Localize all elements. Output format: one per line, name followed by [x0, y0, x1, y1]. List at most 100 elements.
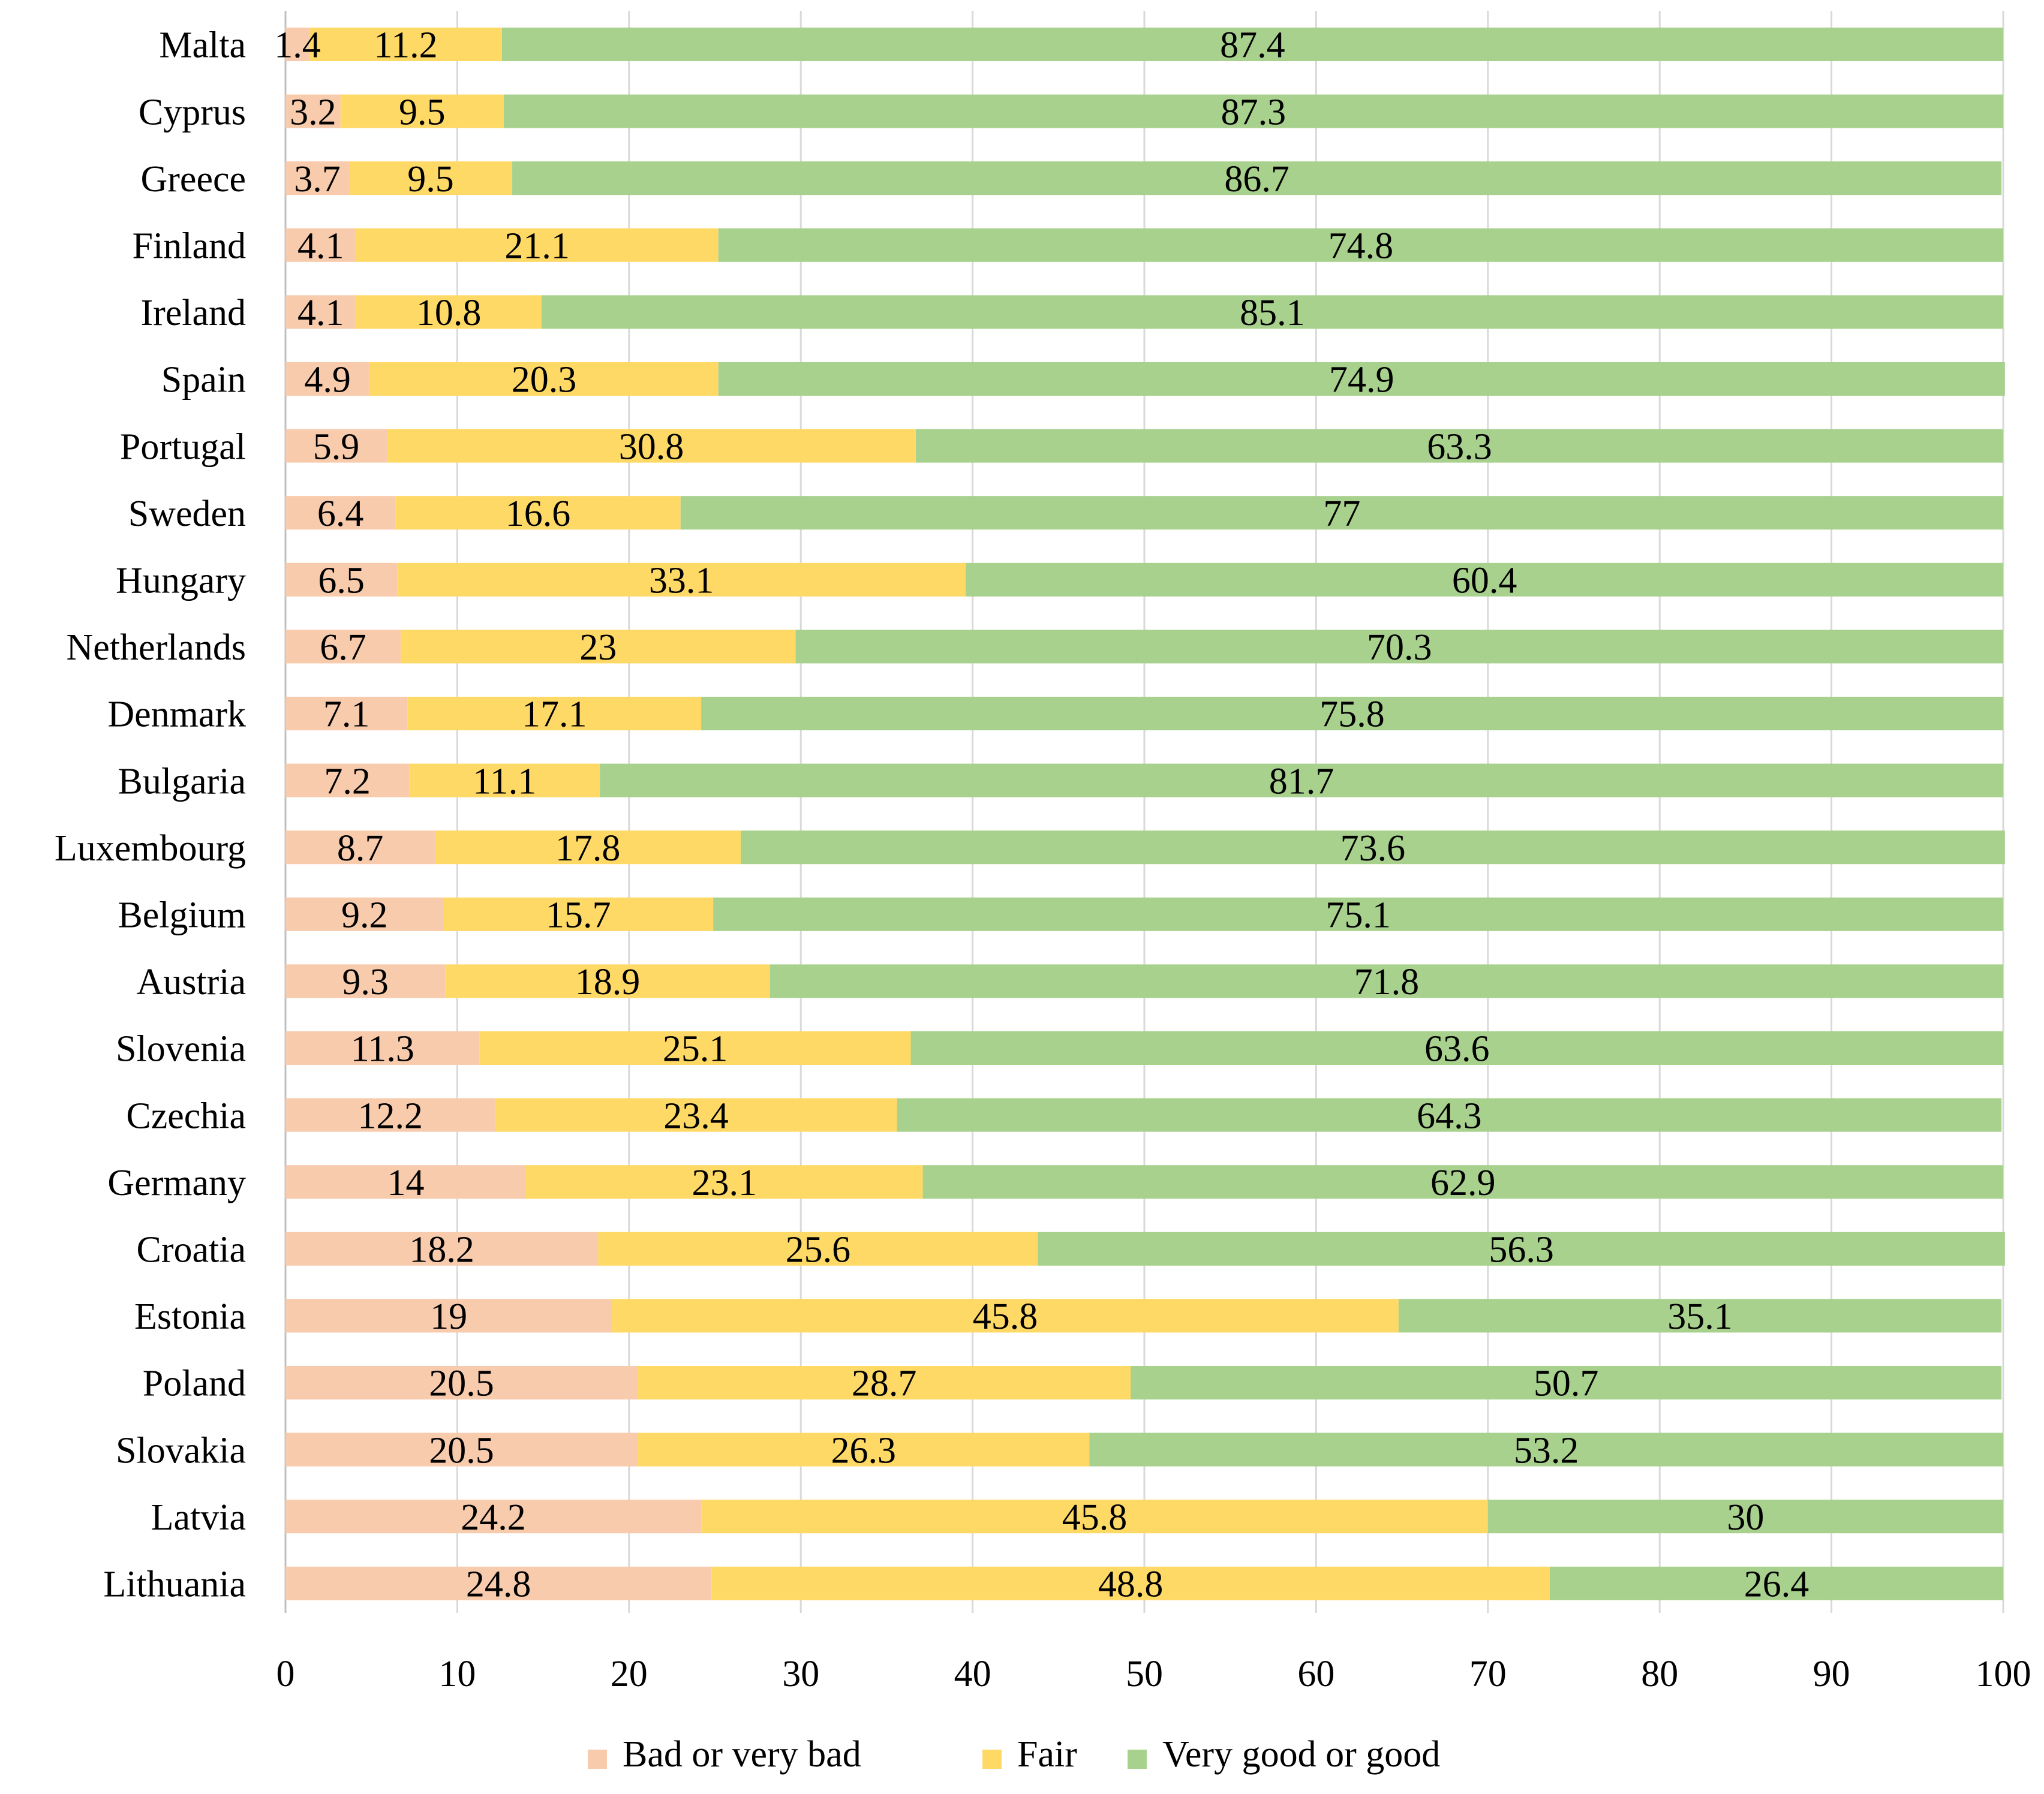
legend-swatch [588, 1750, 607, 1769]
bar-segment-good-malta [501, 28, 2003, 61]
data-label: 4.1 [297, 226, 344, 267]
bar-segment-bad-slovenia [285, 1031, 480, 1065]
bar-segment-fair-slovenia [479, 1031, 911, 1065]
category-label: Germany [107, 1163, 246, 1203]
data-label: 48.8 [1098, 1564, 1164, 1605]
data-label: 71.8 [1354, 962, 1420, 1003]
bar-segment-good-greece [512, 161, 2002, 195]
bar-segment-good-latvia [1487, 1500, 2003, 1534]
data-label: 9.5 [399, 92, 446, 133]
y-axis: Malta Cyprus Greece Finland Ireland Spain Port… [55, 25, 246, 1605]
data-label: 11.1 [473, 761, 536, 802]
category-label: Spain [161, 360, 246, 401]
bar-segment-fair-sweden [395, 496, 681, 530]
data-label: 18.2 [409, 1230, 474, 1271]
bar-segment-fair-malta [309, 28, 502, 61]
data-label: 20.3 [512, 360, 577, 401]
category-label: Slovakia [116, 1430, 246, 1471]
x-axis: 0 10 20 30 40 50 60 70 80 90 100 [276, 1654, 2031, 1694]
data-label: 6.4 [317, 493, 364, 534]
category-label: Luxembourg [55, 828, 246, 869]
data-label: 1.4 [274, 25, 321, 66]
bar-segment-fair-austria [445, 964, 770, 998]
data-label: 24.8 [466, 1564, 531, 1605]
bar-segment-good-ireland [541, 295, 2003, 329]
bar-segment-bad-poland [285, 1366, 638, 1399]
category-label: Denmark [107, 694, 246, 735]
data-label: 19 [430, 1296, 467, 1337]
x-tick-label: 70 [1469, 1654, 1507, 1694]
data-label: 81.7 [1269, 761, 1334, 802]
category-label: Ireland [140, 293, 246, 333]
data-label: 21.1 [504, 226, 570, 267]
data-label: 6.5 [318, 561, 365, 601]
bar-segment-fair-denmark [407, 697, 702, 730]
bar-segment-good-cyprus [503, 94, 2003, 128]
data-label: 23 [579, 627, 617, 668]
bar-segment-fair-belgium [443, 897, 714, 931]
data-label: 30 [1727, 1497, 1764, 1538]
data-label: 9.2 [341, 895, 388, 936]
category-label: Austria [136, 962, 246, 1003]
category-label: Finland [133, 226, 246, 267]
x-tick-label: 20 [611, 1654, 648, 1694]
bar-segment-fair-lithuania [711, 1566, 1550, 1600]
legend: Bad or very bad Fair Very good or good [588, 1734, 1440, 1775]
data-label: 3.7 [294, 159, 341, 200]
bar-segment-good-sweden [680, 496, 2003, 530]
data-label: 77 [1323, 493, 1360, 534]
gridlines [284, 11, 2004, 1613]
data-label: 6.7 [320, 627, 366, 668]
data-label: 30.8 [619, 426, 684, 467]
data-label: 18.9 [575, 962, 641, 1003]
legend-swatch [982, 1750, 1002, 1769]
bar-segment-fair-bulgaria [409, 763, 600, 797]
bar-segment-bad-netherlands [285, 630, 401, 664]
bar-segment-fair-hungary [397, 562, 966, 597]
bar-segment-bad-finland [285, 228, 356, 262]
x-tick-label: 80 [1641, 1654, 1678, 1694]
category-label: Hungary [116, 561, 246, 601]
data-label: 75.8 [1319, 694, 1385, 735]
bar-segment-good-lithuania [1549, 1566, 2003, 1600]
bar-segment-bad-slovakia [285, 1432, 638, 1467]
bar-segment-fair-ireland [356, 295, 542, 329]
data-label: 10.8 [416, 293, 482, 333]
category-label: Croatia [137, 1230, 247, 1271]
bar-segment-bad-greece [285, 161, 349, 195]
data-label: 24.2 [461, 1497, 526, 1538]
data-label: 25.6 [786, 1230, 851, 1271]
bar-segment-fair-croatia [598, 1232, 1038, 1266]
data-label: 3.2 [290, 92, 336, 133]
legend-swatch [1128, 1750, 1147, 1769]
data-label: 20.5 [429, 1363, 494, 1404]
bar-segment-good-germany [922, 1165, 2003, 1199]
bar-segment-fair-portugal [386, 429, 916, 463]
x-tick-label: 0 [276, 1654, 295, 1694]
bar-segment-fair-czechia [495, 1098, 897, 1132]
data-label: 74.9 [1329, 360, 1394, 401]
data-label: 11.3 [351, 1029, 414, 1070]
data-label: 16.6 [506, 493, 571, 534]
bar-segment-good-slovakia [1089, 1432, 2003, 1467]
legend-item-fair: Fair [982, 1734, 1077, 1775]
data-label: 9.3 [342, 962, 389, 1003]
bar-segment-bad-portugal [285, 429, 387, 463]
category-label: Latvia [151, 1497, 246, 1538]
data-label: 75.1 [1325, 895, 1391, 936]
data-label: 64.3 [1417, 1095, 1482, 1136]
category-label: Lithuania [103, 1564, 246, 1605]
bar-segment-good-slovenia [910, 1031, 2003, 1065]
x-tick-label: 30 [782, 1654, 819, 1694]
bar-segment-bad-germany [285, 1165, 526, 1199]
bar-segment-fair-slovakia [638, 1432, 1090, 1467]
bar-segment-fair-luxembourg [435, 830, 741, 865]
bar-segment-fair-poland [638, 1366, 1131, 1399]
x-tick-label: 40 [954, 1654, 991, 1694]
bar-segment-good-austria [769, 964, 2003, 998]
bar-segment-bad-sweden [285, 496, 396, 530]
bar-segment-bad-ireland [285, 295, 356, 329]
category-label: Malta [159, 25, 246, 66]
data-label: 74.8 [1328, 226, 1394, 267]
data-label: 35.1 [1667, 1296, 1733, 1337]
